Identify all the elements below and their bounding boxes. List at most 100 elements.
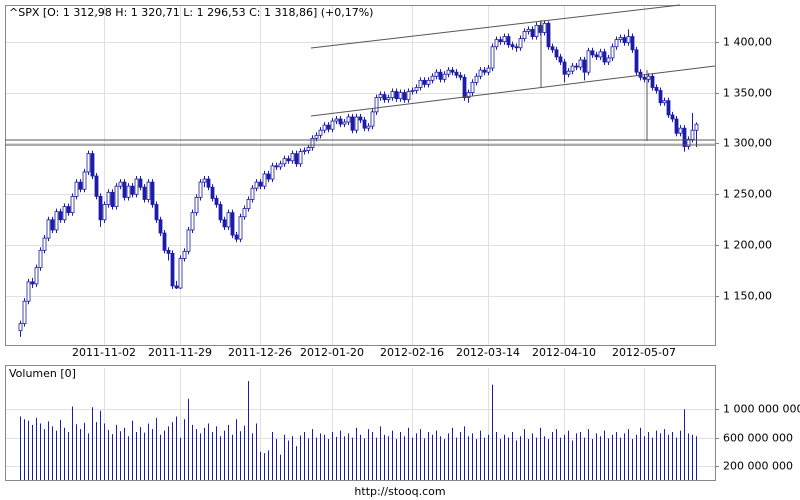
candle-body (470, 81, 475, 93)
candle-body (46, 219, 51, 239)
candle-body (694, 123, 699, 131)
candle-body (230, 212, 235, 236)
candle-body (446, 69, 451, 75)
candle-body (614, 39, 619, 48)
x-tick-label: 2012-02-16 (380, 346, 444, 359)
candle-body (390, 91, 395, 99)
candle-body (606, 57, 611, 63)
candle-body (74, 181, 79, 197)
candle-body (626, 36, 631, 44)
candle-body (170, 252, 175, 287)
candle-body (102, 204, 107, 221)
candle-body (218, 204, 223, 221)
candle-body (86, 153, 91, 173)
candle-body (382, 94, 387, 101)
candle-body (158, 219, 163, 234)
candle-body (602, 51, 607, 63)
candle-body (690, 129, 695, 140)
candle-body (586, 50, 591, 73)
x-tick-label: 2012-01-20 (300, 346, 364, 359)
trend-line (310, 65, 716, 117)
y-tick-label: 200 000 000 (723, 460, 793, 473)
candle-body (518, 38, 523, 49)
candle-body (274, 165, 279, 168)
candle-body (682, 127, 687, 147)
candle-body (146, 181, 151, 200)
trend-line (310, 4, 681, 49)
candle-body (330, 120, 335, 130)
candle-body (658, 90, 663, 104)
marks (18, 20, 699, 480)
candle-body (286, 158, 291, 162)
candle-body (298, 151, 303, 165)
candle-body (598, 51, 603, 58)
candle-body (686, 138, 691, 147)
volume-title: Volumen [0] (9, 367, 76, 380)
candle-body (430, 75, 435, 81)
candle-body (306, 147, 311, 151)
candle-body (134, 178, 139, 195)
candle-body (566, 70, 571, 75)
candle-body (550, 46, 555, 51)
candle-body (222, 219, 227, 228)
candle-body (570, 65, 575, 72)
candle-body (166, 249, 171, 254)
x-tick-label: 2011-11-02 (72, 346, 136, 359)
candle-body (214, 198, 219, 205)
candle-body (42, 237, 47, 251)
candle-body (278, 163, 283, 168)
candle-body (234, 234, 239, 240)
candle-body (554, 49, 559, 58)
candle-body (70, 195, 75, 214)
candle-body (190, 212, 195, 231)
candle-body (546, 22, 551, 48)
candle-body (126, 185, 131, 198)
candle-body (478, 69, 483, 77)
y-tick-label: 1 300,00 (723, 137, 772, 150)
candle-body (526, 29, 531, 32)
candle-body (610, 46, 615, 59)
candle-body (434, 71, 439, 77)
candle-body (514, 46, 519, 49)
candle-body (98, 195, 103, 221)
candle-body (378, 94, 383, 99)
candle-body (154, 204, 159, 221)
candle-body (38, 249, 43, 269)
candle-body (650, 75, 655, 88)
candle-body (642, 76, 647, 80)
candle-body (522, 31, 527, 39)
y-tick-label: 1 200,00 (723, 239, 772, 252)
candle-body (114, 185, 119, 207)
candle-body (562, 61, 567, 75)
candle-body (118, 181, 123, 187)
candle-body (182, 250, 187, 259)
x-tick-label: 2012-05-07 (612, 346, 676, 359)
candle-body (18, 323, 23, 332)
candle-body (542, 22, 547, 33)
y-tick-label: 1 150,00 (723, 290, 772, 303)
candle-body (558, 56, 563, 63)
candle-body (82, 171, 87, 190)
candle-body (246, 199, 251, 209)
y-tick-label: 600 000 000 (723, 432, 793, 445)
x-tick-label: 2012-04-10 (532, 346, 596, 359)
candle-body (206, 178, 211, 188)
candle-body (418, 79, 423, 88)
candle-body (578, 59, 583, 68)
candle-body (406, 91, 411, 101)
candle-body (106, 191, 111, 205)
candle-body (494, 39, 499, 48)
candle-body (62, 206, 67, 221)
candle-body (250, 187, 255, 200)
candle-body (282, 158, 287, 165)
candle-body (270, 165, 275, 180)
candle-body (534, 24, 539, 37)
price-panel (5, 5, 716, 346)
candle-body (26, 281, 31, 302)
candle-body (30, 281, 35, 285)
candle-body (354, 116, 359, 131)
candle-body (678, 127, 683, 134)
candle-body (474, 75, 479, 83)
candle-body (346, 116, 351, 123)
drawing-tools (5, 4, 716, 146)
